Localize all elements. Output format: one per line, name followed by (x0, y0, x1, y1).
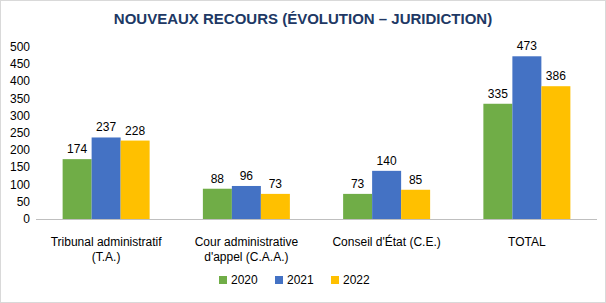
legend-label: 2020 (231, 273, 258, 287)
bar (261, 194, 290, 219)
bar (92, 137, 121, 219)
data-label: 140 (377, 154, 397, 168)
bar (512, 56, 541, 219)
x-tick-label: Cour administratived'appel (C.A.A.) (195, 235, 299, 264)
bar (372, 171, 401, 219)
data-label: 85 (409, 173, 423, 187)
bar (401, 190, 430, 219)
y-tick-label: 0 (23, 212, 30, 226)
bars (63, 56, 571, 219)
chart-svg: NOUVEAUX RECOURS (ÉVOLUTION – JURIDICTIO… (0, 0, 606, 303)
legend-swatch (331, 276, 339, 284)
data-label: 473 (517, 39, 537, 53)
bar (541, 86, 570, 219)
y-tick-label: 200 (10, 143, 30, 157)
data-label: 335 (488, 87, 508, 101)
bar (232, 186, 261, 219)
data-label: 73 (351, 177, 365, 191)
legend-label: 2021 (287, 273, 314, 287)
y-tick-label: 50 (17, 195, 31, 209)
y-tick-label: 350 (10, 92, 30, 106)
chart-container: NOUVEAUX RECOURS (ÉVOLUTION – JURIDICTIO… (0, 0, 606, 303)
y-tick-label: 100 (10, 178, 30, 192)
legend-swatch (275, 276, 283, 284)
data-labels: 174 88 73 335 237 96 140 473 228 73 85 386 (67, 39, 566, 191)
data-label: 96 (240, 169, 254, 183)
bar (63, 159, 92, 219)
data-label: 88 (211, 172, 225, 186)
data-label: 228 (125, 124, 145, 138)
chart-frame (1, 1, 606, 303)
data-label: 237 (96, 120, 116, 134)
y-tick-label: 250 (10, 126, 30, 140)
bar (121, 141, 150, 219)
legend: 2020 2021 2022 (219, 273, 370, 287)
data-label: 73 (269, 177, 283, 191)
x-tick-label: Conseil d'État (C.E.) (332, 234, 440, 249)
x-axis-line (36, 219, 597, 220)
data-label: 174 (67, 142, 87, 156)
x-tick-label: TOTAL (508, 235, 546, 249)
bar (203, 189, 232, 219)
x-tick-label: Tribunal administratif(T.A.) (51, 235, 163, 264)
y-tick-label: 500 (10, 40, 30, 54)
legend-label: 2022 (343, 273, 370, 287)
chart-title: NOUVEAUX RECOURS (ÉVOLUTION – JURIDICTIO… (114, 10, 492, 27)
legend-swatch (219, 276, 227, 284)
y-tick-label: 300 (10, 109, 30, 123)
bar (343, 194, 372, 219)
y-tick-label: 450 (10, 57, 30, 71)
data-label: 386 (546, 69, 566, 83)
bar (483, 104, 512, 219)
y-tick-label: 150 (10, 160, 30, 174)
y-tick-label: 400 (10, 74, 30, 88)
